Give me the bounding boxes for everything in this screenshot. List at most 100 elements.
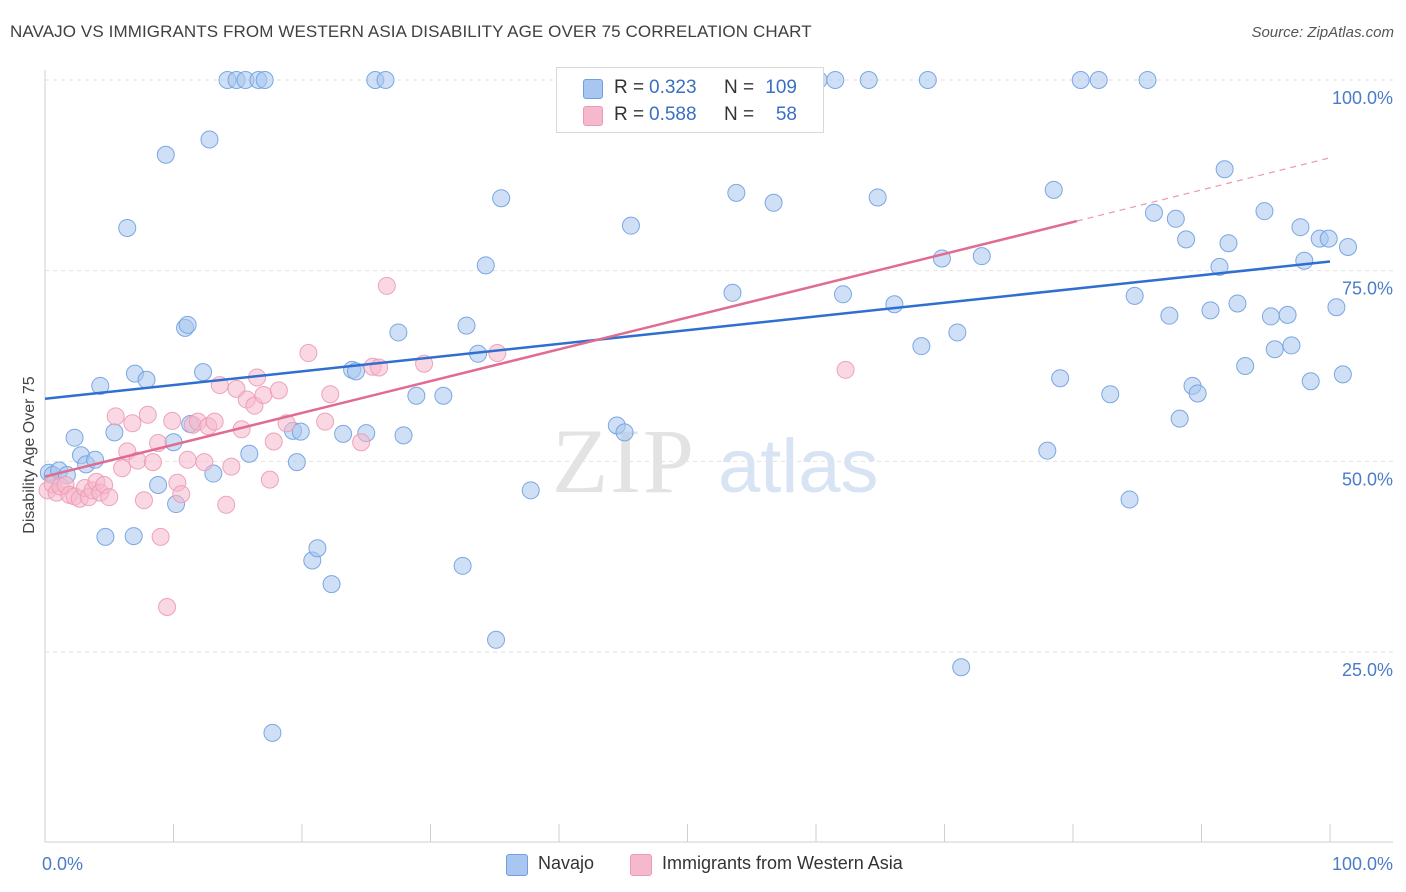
point-navajo-92 xyxy=(1177,230,1196,249)
point-navajo-8 xyxy=(91,376,110,395)
gridlines xyxy=(45,79,1393,653)
point-immigrants-24 xyxy=(151,527,170,546)
legend-n-value: 109 xyxy=(765,77,797,98)
legend-r-label: R = xyxy=(614,77,645,98)
point-navajo-103 xyxy=(1265,340,1284,359)
trend-lines xyxy=(44,157,1331,478)
point-immigrants-28 xyxy=(172,485,191,504)
point-immigrants-57 xyxy=(836,360,855,379)
point-navajo-4 xyxy=(65,428,84,447)
point-immigrants-14 xyxy=(100,488,119,507)
point-navajo-31 xyxy=(263,723,282,742)
legend-n-label: N = xyxy=(724,104,755,125)
point-navajo-45 xyxy=(394,426,413,445)
legend-row-navajo: R = 0.323 N = 109 xyxy=(557,75,823,103)
point-navajo-74 xyxy=(918,71,937,89)
point-immigrants-22 xyxy=(143,453,162,472)
point-navajo-76 xyxy=(948,323,967,342)
legend-swatch-navajo xyxy=(583,79,603,99)
y-tick-label-100: 100.0% xyxy=(1332,88,1393,108)
point-navajo-90 xyxy=(1166,209,1185,228)
point-navajo-101 xyxy=(1255,202,1274,221)
point-navajo-107 xyxy=(1295,251,1314,270)
axes xyxy=(44,70,1393,843)
point-navajo-94 xyxy=(1188,384,1207,403)
point-immigrants-43 xyxy=(254,385,273,404)
point-navajo-98 xyxy=(1219,234,1238,253)
point-navajo-28 xyxy=(240,444,259,463)
point-immigrants-29 xyxy=(178,450,197,469)
point-immigrants-26 xyxy=(163,411,182,430)
point-navajo-65 xyxy=(764,193,783,212)
point-navajo-71 xyxy=(868,188,887,207)
point-navajo-86 xyxy=(1125,286,1144,305)
point-navajo-69 xyxy=(833,285,852,304)
point-immigrants-44 xyxy=(260,470,279,489)
y-tick-label-25: 25.0% xyxy=(1342,660,1393,680)
point-navajo-78 xyxy=(972,247,991,266)
trend-line-immigrants xyxy=(44,219,1078,478)
point-navajo-108 xyxy=(1301,372,1320,391)
y-tick-label-50: 50.0% xyxy=(1342,469,1393,489)
point-immigrants-48 xyxy=(299,344,318,363)
point-navajo-110 xyxy=(1319,229,1338,248)
point-navajo-61 xyxy=(723,283,742,302)
point-navajo-44 xyxy=(389,323,408,342)
legend-r-value: 0.323 xyxy=(649,77,697,98)
point-navajo-83 xyxy=(1089,71,1108,89)
point-navajo-37 xyxy=(322,575,341,594)
point-navajo-81 xyxy=(1051,369,1070,388)
x-tick-label-min: 0.0% xyxy=(42,854,83,874)
point-navajo-84 xyxy=(1101,385,1120,404)
point-navajo-30 xyxy=(255,71,274,89)
point-navajo-102 xyxy=(1261,307,1280,326)
point-navajo-105 xyxy=(1282,336,1301,355)
point-navajo-14 xyxy=(137,370,156,389)
point-navajo-89 xyxy=(1160,306,1179,325)
point-navajo-11 xyxy=(118,218,137,237)
y-axis-label: Disability Age Over 75 xyxy=(21,376,38,534)
trend-line-navajo xyxy=(44,260,1331,401)
x-tick-label-max: 100.0% xyxy=(1332,854,1393,874)
point-immigrants-34 xyxy=(205,412,224,431)
series-immigrants-western-asia xyxy=(38,276,855,617)
point-immigrants-50 xyxy=(321,385,340,404)
watermark-atlas: atlas xyxy=(718,424,879,509)
point-immigrants-36 xyxy=(217,495,236,514)
point-immigrants-46 xyxy=(269,381,288,400)
point-navajo-88 xyxy=(1144,203,1163,222)
y-tick-label-75: 75.0% xyxy=(1342,279,1393,299)
point-navajo-33 xyxy=(287,453,306,472)
point-navajo-82 xyxy=(1071,71,1090,89)
series-legend: Navajo Immigrants from Western Asia xyxy=(0,852,1406,878)
point-immigrants-51 xyxy=(352,433,371,452)
point-navajo-111 xyxy=(1327,298,1346,317)
point-navajo-99 xyxy=(1228,294,1247,313)
point-immigrants-21 xyxy=(138,405,157,424)
point-navajo-91 xyxy=(1170,409,1189,428)
series-navajo xyxy=(39,71,1357,742)
source-attribution: Source: ZipAtlas.com xyxy=(1251,24,1394,41)
point-navajo-51 xyxy=(476,256,495,275)
legend-label-navajo: Navajo xyxy=(538,853,595,873)
point-navajo-80 xyxy=(1044,180,1063,199)
point-immigrants-16 xyxy=(113,459,132,478)
legend-row-immigrants: R = 0.588 N = 58 xyxy=(557,102,823,130)
legend-n-value: 58 xyxy=(775,104,797,125)
point-navajo-22 xyxy=(194,363,213,382)
legend-swatch-navajo xyxy=(506,854,528,876)
point-immigrants-32 xyxy=(195,453,214,472)
point-navajo-96 xyxy=(1210,257,1229,276)
point-navajo-104 xyxy=(1278,305,1297,324)
point-navajo-38 xyxy=(334,424,353,443)
point-immigrants-25 xyxy=(158,598,177,617)
legend-n-label: N = xyxy=(724,77,755,98)
point-navajo-100 xyxy=(1236,357,1255,375)
point-navajo-15 xyxy=(149,475,168,494)
trend-line-immigrants-extension xyxy=(1076,157,1331,222)
point-navajo-73 xyxy=(912,337,931,356)
point-immigrants-49 xyxy=(316,412,335,431)
point-navajo-57 xyxy=(615,423,634,442)
point-navajo-46 xyxy=(407,386,426,405)
point-navajo-113 xyxy=(1338,238,1357,257)
